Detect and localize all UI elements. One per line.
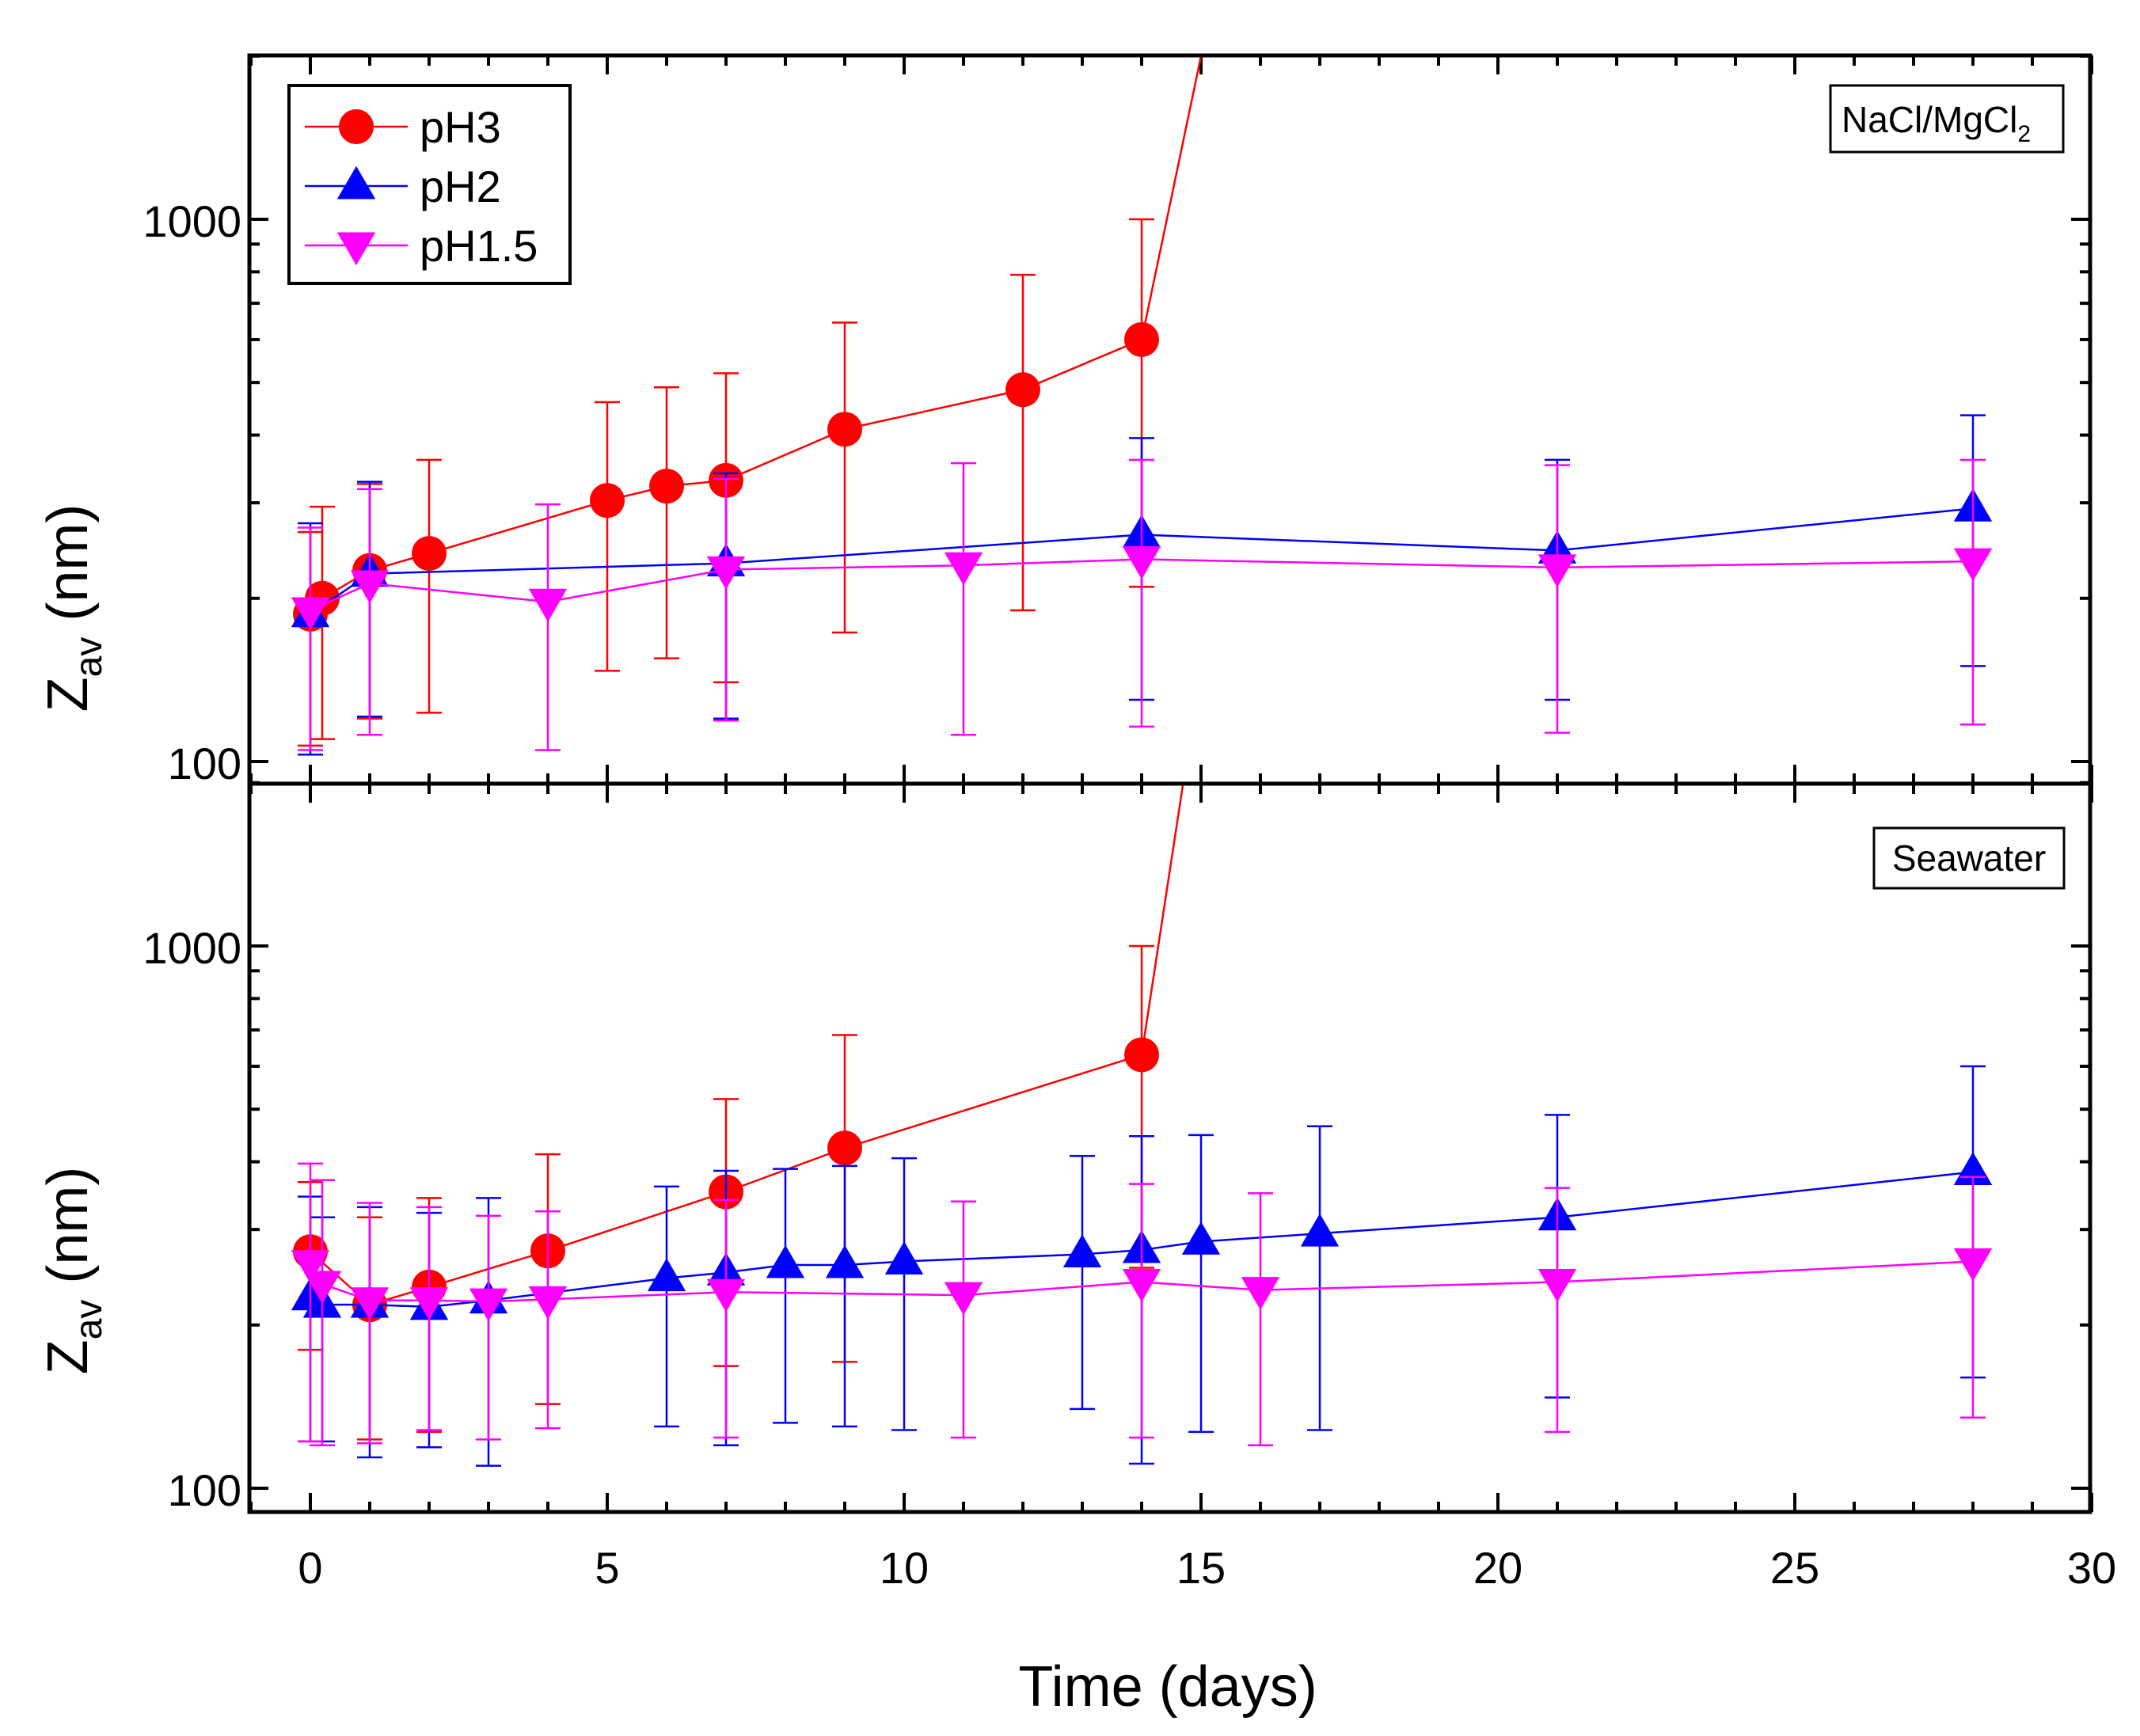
x-tick-label: 10 (880, 1543, 929, 1593)
series-pH1.5 (291, 458, 1993, 751)
series-pH3 (293, 784, 1184, 1441)
data-point (590, 483, 625, 519)
data-point (827, 412, 862, 447)
y-tick-label: 100 (168, 1465, 241, 1515)
panel-label: Seawater (1872, 826, 2066, 890)
data-point (1300, 1213, 1340, 1247)
data-point (302, 1271, 342, 1305)
data-point (884, 1241, 924, 1274)
data-point (1953, 548, 1993, 582)
series-pH1.5 (291, 1162, 1993, 1447)
data-point (528, 588, 568, 622)
legend-marker (336, 232, 376, 266)
data-point (469, 1288, 508, 1322)
data-point (350, 570, 390, 604)
panel-label-box (1829, 84, 2065, 154)
y-axis-title-main: Z (36, 1339, 100, 1374)
x-tick-label: 25 (1770, 1543, 1819, 1593)
data-point (1062, 1234, 1102, 1268)
data-point (1122, 546, 1161, 579)
y-tick-label: 1000 (143, 923, 241, 973)
data-point (706, 556, 746, 590)
series-line (310, 558, 1974, 612)
y-axis-title-sub: av (68, 1300, 110, 1340)
data-point (528, 1286, 568, 1320)
legend-marker (339, 109, 374, 144)
panel-label: NaCl/MgCl2 (1829, 84, 2065, 154)
x-axis-title: Time (days) (1018, 1655, 1317, 1719)
data-point (412, 536, 447, 572)
legend-marker (336, 165, 376, 199)
x-tick-label: 30 (2067, 1543, 2116, 1593)
data-point (1181, 1221, 1221, 1255)
legend-label: pH3 (420, 102, 501, 152)
panel-label-text: Seawater (1892, 838, 2046, 879)
data-point (825, 1244, 865, 1278)
data-point (1122, 1269, 1161, 1302)
plot-frame (247, 781, 2092, 1514)
data-point (1124, 1037, 1159, 1073)
panel-top: 100 1000 NaCl/MgCl2 (143, 53, 2093, 788)
legend: pH3 pH2 pH1.5 (287, 84, 572, 285)
data-point (766, 1244, 805, 1278)
data-point (944, 1282, 983, 1316)
y-axis-title-sub: av (68, 637, 110, 678)
data-point (1005, 372, 1040, 408)
data-point (350, 1287, 390, 1321)
data-point (827, 1130, 862, 1166)
series-line (310, 784, 1184, 1306)
panel-label-text: NaCl/MgCl2 (1842, 99, 2031, 147)
panel-bottom: 100 1000 Seawater 0 5 10 15 20 25 30 (143, 781, 2116, 1593)
data-point (647, 1258, 686, 1292)
legend-box (287, 84, 572, 285)
data-point (291, 1250, 330, 1284)
y-tick-label: 100 (168, 739, 241, 788)
x-tick-label: 20 (1473, 1543, 1522, 1593)
data-point (1241, 1277, 1280, 1310)
data-point (1953, 1248, 1993, 1282)
data-point (1538, 554, 1577, 588)
data-point (409, 1287, 449, 1321)
y-axis-title-main: Z (36, 677, 100, 712)
data-point (944, 552, 983, 586)
data-point (1124, 321, 1159, 357)
y-axis-title-unit: (nm) (36, 504, 100, 637)
y-axis-title-top: Zav (nm) (36, 504, 110, 712)
data-point (649, 469, 684, 504)
legend-label: pH2 (420, 161, 501, 211)
y-tick-label: 1000 (143, 196, 241, 246)
data-point (706, 1278, 746, 1312)
legend-label: pH1.5 (420, 221, 538, 271)
y-axis-title-bottom: Zav (nm) (36, 1167, 110, 1375)
x-tick-label: 5 (595, 1543, 619, 1593)
x-tick-label: 0 (298, 1543, 322, 1593)
panel-label-box (1872, 826, 2066, 890)
data-point (291, 597, 330, 631)
y-axis-title-unit: (nm) (36, 1167, 100, 1300)
data-point (1538, 1269, 1577, 1302)
x-tick-label: 15 (1176, 1543, 1226, 1593)
